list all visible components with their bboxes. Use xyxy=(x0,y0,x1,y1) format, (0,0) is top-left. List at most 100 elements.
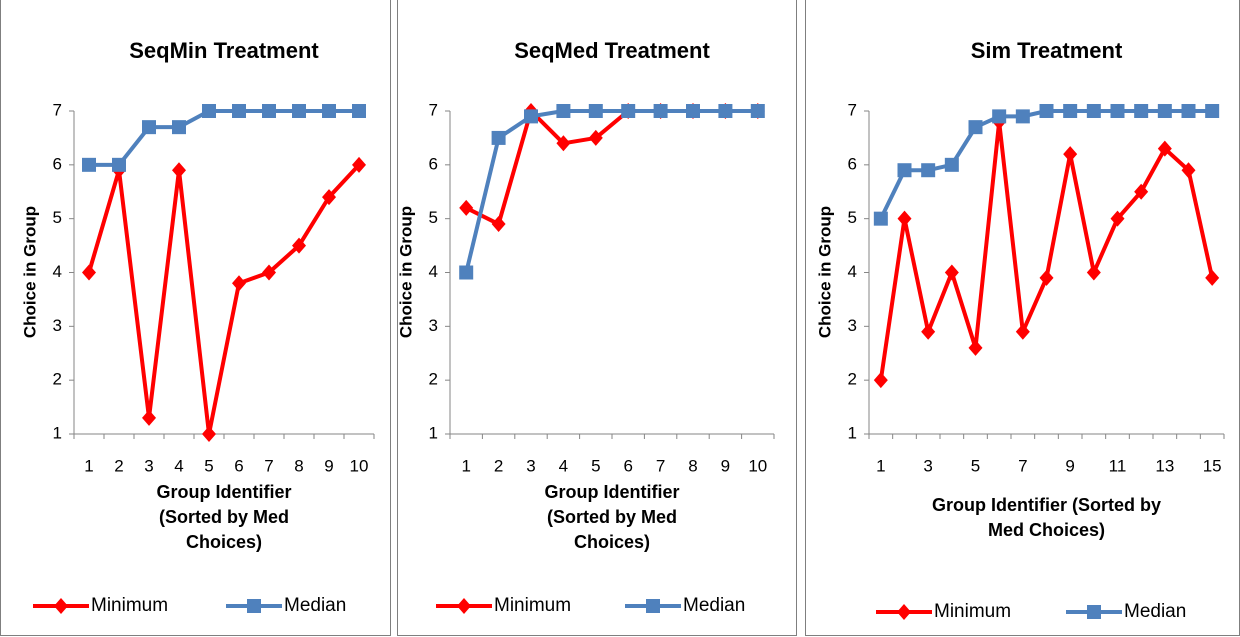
y-tick-label: 3 xyxy=(429,316,438,335)
data-point xyxy=(556,135,571,152)
data-point xyxy=(686,104,700,118)
x-tick-label: 11 xyxy=(1109,456,1127,475)
x-tick-label: 2 xyxy=(494,456,503,475)
x-tick-label: 10 xyxy=(748,456,767,475)
legend-label: Minimum xyxy=(91,595,168,616)
data-point xyxy=(588,104,603,118)
data-point xyxy=(524,109,538,124)
data-point xyxy=(1110,210,1125,227)
data-point xyxy=(897,210,912,227)
y-tick-label: 4 xyxy=(429,262,438,281)
x-tick-label: 9 xyxy=(324,456,333,475)
data-point xyxy=(82,157,96,172)
data-point xyxy=(232,275,246,292)
chart-title: SeqMin Treatment xyxy=(129,38,319,63)
series-line xyxy=(87,163,361,436)
x-tick-label: 10 xyxy=(350,456,369,475)
data-point xyxy=(1205,269,1220,286)
x-tick-label: 6 xyxy=(234,456,243,475)
data-point xyxy=(459,265,474,280)
data-point xyxy=(873,372,888,389)
x-tick-label: 6 xyxy=(623,456,632,475)
data-point xyxy=(1157,104,1172,118)
y-tick-label: 5 xyxy=(53,208,62,227)
y-axis-label: Choice in Group xyxy=(20,206,39,338)
data-point xyxy=(1063,146,1078,163)
data-point xyxy=(142,120,156,135)
legend-marker xyxy=(54,598,68,614)
x-tick-label: 8 xyxy=(294,456,303,475)
y-tick-label: 3 xyxy=(848,316,857,335)
data-point xyxy=(944,157,959,172)
y-tick-label: 6 xyxy=(429,154,438,173)
x-tick-label: 1 xyxy=(84,456,93,475)
data-point xyxy=(588,129,603,146)
y-tick-label: 1 xyxy=(429,423,438,442)
data-point xyxy=(968,120,983,135)
chart: SeqMed Treatment Choice in Group 1 2 3 4 5 6 7 1 2… xyxy=(398,38,775,616)
data-point xyxy=(1181,104,1196,118)
x-tick-label: 7 xyxy=(1018,456,1027,475)
data-point xyxy=(1110,104,1125,118)
data-point xyxy=(112,157,126,172)
data-point xyxy=(992,109,1007,124)
legend-marker xyxy=(457,598,471,614)
legend-label: Minimum xyxy=(494,595,571,616)
data-point xyxy=(202,104,216,118)
y-tick-label: 1 xyxy=(53,423,62,442)
series-line xyxy=(464,109,758,273)
data-point xyxy=(292,104,306,118)
series-line xyxy=(878,119,1215,381)
data-point xyxy=(262,104,276,118)
chart: SeqMin Treatment Choice in Group 1 2 3 4 5 6 7 1 2… xyxy=(20,38,375,616)
x-tick-label: 5 xyxy=(204,456,213,475)
data-point xyxy=(1039,104,1054,118)
x-axis-label: Group Identifier (Sorted by Med Choices) xyxy=(156,482,292,552)
data-point xyxy=(202,426,216,442)
data-point xyxy=(1181,162,1196,179)
chart-title: Sim Treatment xyxy=(971,38,1123,63)
x-tick-label: 9 xyxy=(1065,456,1074,475)
x-tick-label: 1 xyxy=(876,456,885,475)
y-tick-label: 2 xyxy=(429,370,438,389)
data-point xyxy=(1039,269,1054,286)
data-point xyxy=(1134,183,1149,200)
legend-label: Minimum xyxy=(934,601,1011,622)
y-tick-label: 7 xyxy=(848,100,857,119)
data-point xyxy=(172,162,186,179)
y-tick-label: 3 xyxy=(53,316,62,335)
data-point xyxy=(1205,104,1220,118)
data-point xyxy=(897,163,912,178)
data-point xyxy=(82,264,96,281)
data-point xyxy=(1063,104,1078,118)
legend-label: Median xyxy=(1124,601,1186,622)
x-tick-label: 7 xyxy=(656,456,665,475)
x-tick-label: 15 xyxy=(1203,456,1222,475)
x-axis-label: Group Identifier (Sorted by Med Choices) xyxy=(544,482,680,552)
data-point xyxy=(352,104,366,118)
y-tick-label: 7 xyxy=(53,100,62,119)
data-point xyxy=(1086,264,1101,281)
chart-title: SeqMed Treatment xyxy=(514,38,710,63)
series-line xyxy=(465,109,758,227)
x-tick-label: 4 xyxy=(559,456,568,475)
chart-panel: SeqMed Treatment Choice in Group 1 2 3 4 5 6 7 1 2… xyxy=(397,0,797,636)
data-point xyxy=(322,189,336,206)
y-tick-label: 4 xyxy=(848,262,857,281)
data-point xyxy=(718,104,733,118)
y-tick-label: 6 xyxy=(53,154,62,173)
x-tick-label: 5 xyxy=(591,456,600,475)
legend-label: Median xyxy=(284,595,346,616)
x-axis-label: Group Identifier (Sorted by Med Choices) xyxy=(931,495,1161,540)
data-point xyxy=(750,104,765,118)
data-point xyxy=(621,104,636,118)
legend-marker xyxy=(646,599,660,613)
x-tick-label: 8 xyxy=(688,456,697,475)
data-point xyxy=(232,104,246,118)
legend-label: Median xyxy=(683,595,745,616)
y-tick-label: 1 xyxy=(848,423,857,442)
x-tick-label: 3 xyxy=(526,456,535,475)
y-tick-label: 5 xyxy=(429,208,438,227)
